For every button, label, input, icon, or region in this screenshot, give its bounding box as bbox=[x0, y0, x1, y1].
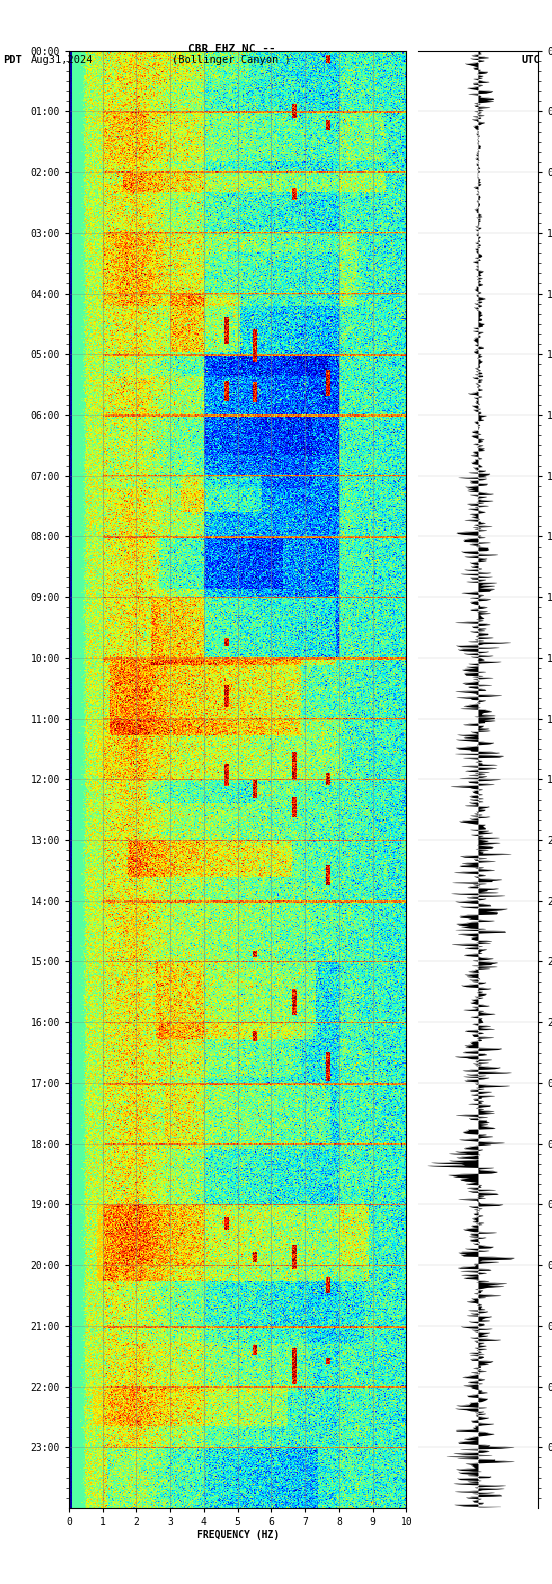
Text: Aug31,2024: Aug31,2024 bbox=[30, 55, 93, 65]
Text: (Bollinger Canyon ): (Bollinger Canyon ) bbox=[172, 55, 291, 65]
Text: UTC: UTC bbox=[521, 55, 540, 65]
Text: PDT: PDT bbox=[3, 55, 22, 65]
X-axis label: FREQUENCY (HZ): FREQUENCY (HZ) bbox=[197, 1530, 279, 1540]
Text: CBR EHZ NC --: CBR EHZ NC -- bbox=[188, 44, 275, 54]
